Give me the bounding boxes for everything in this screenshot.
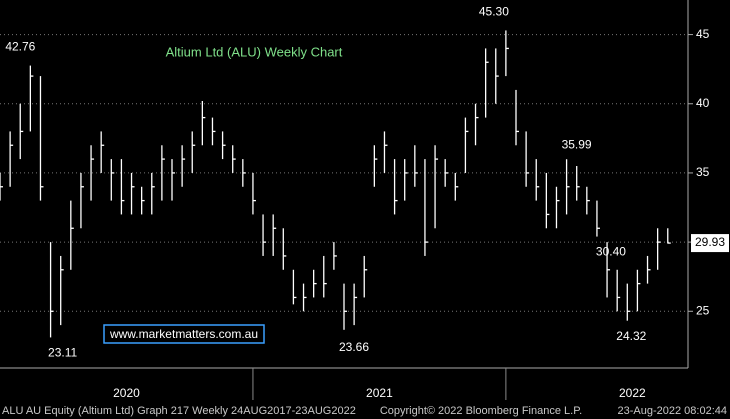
last-price-label: 29.93 [695, 235, 725, 249]
footer-left: ALU AU Equity (Altium Ltd) Graph 217 Wee… [2, 405, 356, 417]
watermark-box [103, 324, 265, 344]
annotation: 24.32 [616, 329, 646, 343]
x-tick-label: 2022 [619, 386, 646, 400]
annotation: 23.11 [48, 346, 77, 360]
annotation: 30.40 [596, 245, 626, 259]
watermark: www.marketmatters.com.au [109, 327, 258, 341]
last-price-box [691, 234, 729, 253]
y-tick-label: 40 [696, 96, 710, 110]
footer-right: 23-Aug-2022 08:02:44 [618, 405, 727, 417]
annotation: 42.76 [5, 40, 35, 54]
y-tick-label: 45 [696, 27, 710, 41]
y-tick-label: 25 [696, 303, 710, 317]
x-tick-label: 2020 [113, 386, 140, 400]
annotation: 45.30 [479, 5, 509, 19]
y-tick-label: 35 [696, 165, 710, 179]
x-tick-label: 2021 [366, 386, 393, 400]
chart-title: Altium Ltd (ALU) Weekly Chart [166, 44, 343, 59]
annotation: 35.99 [562, 137, 592, 151]
annotation: 23.66 [339, 340, 369, 354]
footer-middle: Copyright© 2022 Bloomberg Finance L.P. [380, 405, 582, 417]
